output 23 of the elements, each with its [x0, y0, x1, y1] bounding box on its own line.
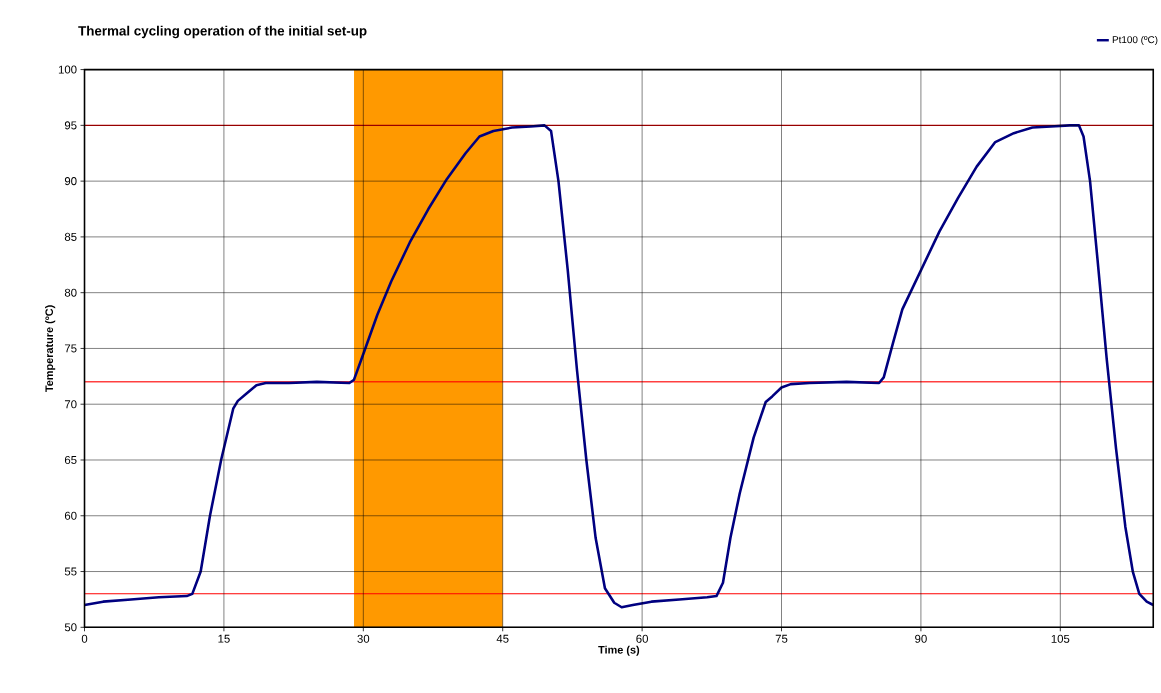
y-tick-label: 65 — [64, 455, 77, 465]
y-axis-title: Temperature (ºC) — [45, 305, 56, 393]
y-tick-label: 100 — [58, 65, 77, 74]
x-tick-label: 45 — [496, 634, 509, 643]
y-tick-label: 55 — [64, 567, 77, 576]
y-tick-label: 75 — [64, 344, 77, 353]
chart-title: Thermal cycling operation of the initial set-up — [78, 25, 367, 39]
y-tick-label: 50 — [64, 623, 77, 632]
y-tick-label: 85 — [64, 232, 77, 241]
y-tick-label: 95 — [64, 121, 77, 130]
y-tick-label: 60 — [64, 511, 77, 520]
x-tick-label: 90 — [915, 634, 927, 643]
x-axis-title: Time (s) — [598, 645, 640, 656]
y-tick-label: 70 — [64, 400, 77, 409]
x-tick-label: 0 — [81, 634, 88, 643]
x-tick-label: 15 — [218, 634, 230, 643]
y-tick-label: 90 — [64, 177, 77, 186]
x-tick-label: 105 — [1051, 634, 1070, 643]
legend-label: Pt100 (ºC) — [1112, 35, 1158, 46]
y-tick-label: 80 — [64, 288, 77, 297]
x-tick-label: 75 — [775, 634, 788, 643]
x-tick-label: 30 — [357, 634, 370, 643]
x-tick-label: 60 — [636, 634, 648, 643]
